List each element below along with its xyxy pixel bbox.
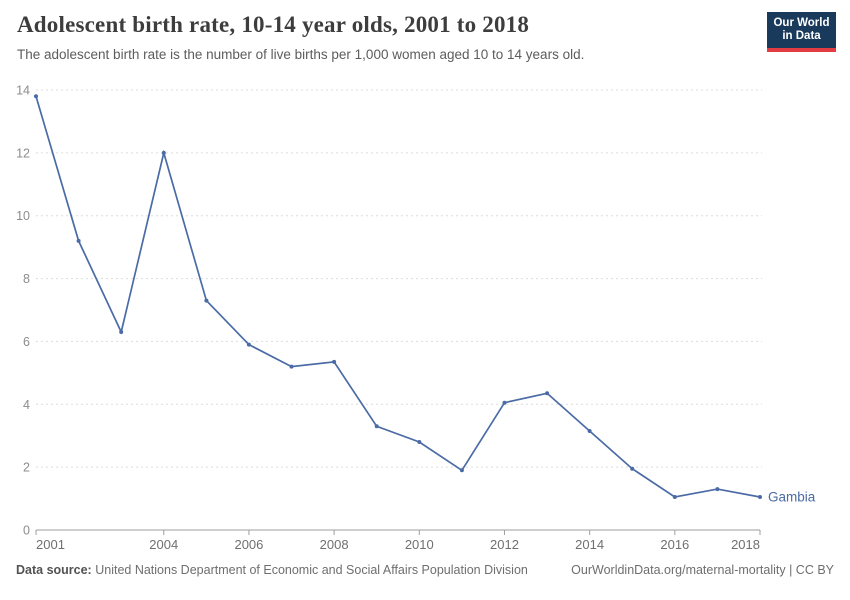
data-point[interactable] (502, 400, 507, 405)
x-axis-label: 2010 (405, 537, 434, 552)
data-point[interactable] (374, 424, 379, 429)
x-axis-label: 2001 (36, 537, 65, 552)
attribution-link[interactable]: OurWorldinData.org/maternal-mortality | … (571, 563, 834, 577)
chart-footer: Data source: United Nations Department o… (16, 563, 834, 577)
x-axis-label: 2012 (490, 537, 519, 552)
data-point[interactable] (34, 94, 38, 99)
x-axis-label: 2006 (234, 537, 263, 552)
data-point[interactable] (587, 429, 592, 433)
data-source-label: Data source: (16, 563, 92, 577)
line-chart[interactable]: 0 2 4 6 8 10 12 14 2001 2004 2006 2008 2010 2012 2014 2… (0, 80, 850, 560)
data-point[interactable] (246, 342, 251, 347)
data-source: Data source: United Nations Department o… (16, 563, 528, 577)
x-axis-label: 2014 (575, 537, 604, 552)
y-axis-label: 4 (23, 398, 30, 412)
data-point[interactable] (204, 298, 209, 303)
y-axis-label: 14 (16, 84, 30, 98)
data-point[interactable] (161, 150, 166, 155)
chart-header: Adolescent birth rate, 10-14 year olds, … (17, 12, 750, 62)
owid-logo-line1: Our World (773, 17, 830, 29)
x-axis-label: 2018 (731, 537, 760, 552)
owid-logo-line2: in Data (782, 30, 821, 42)
series-line (35, 96, 761, 498)
x-axis-label: 2004 (149, 537, 178, 552)
owid-logo[interactable]: Our World in Data (767, 12, 836, 52)
data-point[interactable] (76, 238, 81, 243)
data-point[interactable] (417, 440, 422, 444)
y-axis-label: 12 (16, 146, 30, 160)
chart-subtitle: The adolescent birth rate is the number … (17, 47, 585, 62)
data-point[interactable] (332, 359, 337, 364)
data-point[interactable] (630, 466, 635, 471)
chart-title: Adolescent birth rate, 10-14 year olds, … (17, 12, 530, 37)
series-end-label[interactable]: Gambia (768, 490, 816, 505)
y-axis-label: 2 (23, 461, 30, 475)
data-source-text: United Nations Department of Economic an… (95, 563, 528, 577)
data-point[interactable] (715, 487, 720, 492)
data-point[interactable] (119, 330, 124, 334)
x-axis-label: 2016 (660, 537, 689, 552)
data-point[interactable] (672, 495, 677, 499)
data-point[interactable] (758, 495, 762, 499)
y-axis-label: 10 (16, 209, 30, 223)
y-axis-label: 6 (23, 335, 30, 349)
y-axis-label: 0 (23, 524, 30, 538)
data-point[interactable] (459, 468, 464, 473)
x-axis-label: 2008 (320, 537, 349, 552)
y-axis-label: 8 (23, 272, 30, 286)
data-point[interactable] (545, 391, 550, 396)
data-point[interactable] (289, 364, 294, 369)
